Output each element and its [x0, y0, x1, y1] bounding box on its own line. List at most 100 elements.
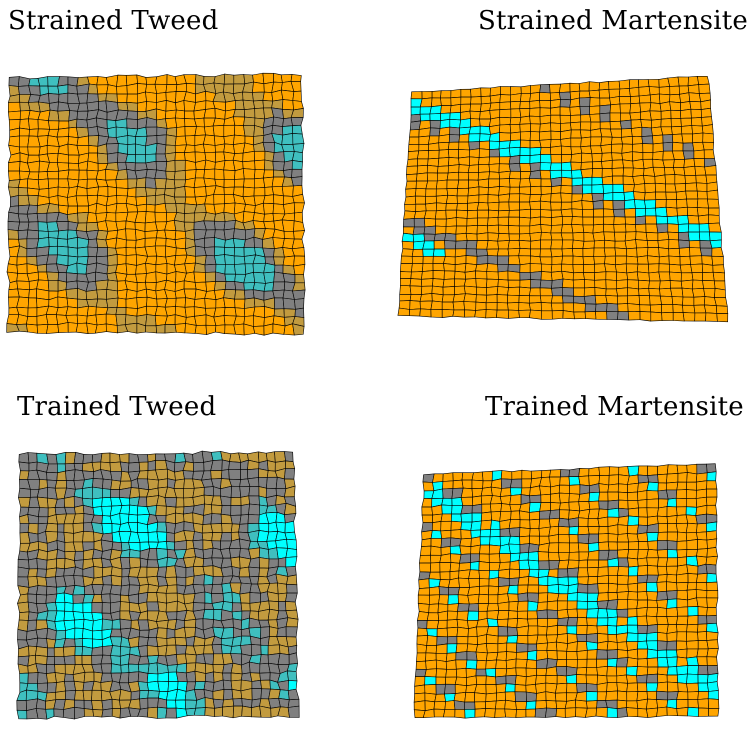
mesh-cell — [657, 649, 668, 659]
mesh-cell — [628, 541, 639, 550]
mesh-cell — [546, 634, 559, 644]
mesh-cell — [657, 640, 668, 651]
mesh-cell — [665, 557, 679, 567]
mesh-cell — [485, 651, 499, 662]
mesh-cell — [567, 583, 579, 595]
mesh-cell — [676, 573, 689, 584]
mesh-cell — [657, 531, 668, 542]
mesh-cell — [606, 640, 618, 651]
mesh-cell — [498, 568, 511, 579]
mesh-cell — [453, 700, 466, 710]
mesh-cell — [537, 625, 548, 636]
mesh-cell — [576, 616, 588, 627]
mesh-cell — [507, 618, 519, 629]
mesh-cell — [607, 566, 620, 576]
mesh-cell — [598, 533, 609, 543]
mesh-cell — [627, 599, 639, 610]
mesh-cell — [555, 641, 569, 652]
mesh-cell — [585, 667, 598, 676]
mesh-cell — [430, 554, 442, 564]
mesh-cell — [559, 509, 570, 520]
mesh-cell — [607, 582, 618, 593]
mesh-cell — [498, 577, 510, 587]
mesh-cell — [499, 495, 512, 505]
mesh-cell — [486, 618, 499, 628]
mesh-cell — [517, 592, 529, 602]
mesh-cell — [556, 650, 568, 661]
mesh-cell — [481, 470, 493, 482]
mesh-cell — [666, 506, 678, 518]
mesh-cell — [539, 510, 551, 520]
mesh-cell — [428, 603, 439, 614]
mesh-cell — [586, 601, 599, 610]
mesh-cell — [514, 674, 527, 686]
mesh-cell — [637, 624, 648, 634]
mesh-cell — [666, 464, 679, 475]
mesh-cell — [546, 641, 558, 652]
mesh-cell — [545, 674, 558, 685]
mesh-cell — [436, 627, 448, 638]
mesh-cell — [586, 658, 598, 668]
mesh-cell — [485, 684, 497, 695]
mesh-cell — [627, 515, 640, 526]
mesh-cell — [646, 624, 658, 634]
mesh-cell — [576, 608, 588, 619]
mesh-cell — [636, 582, 648, 593]
mesh-cell — [656, 574, 668, 583]
mesh-cell — [656, 506, 668, 518]
mesh-cell — [676, 549, 688, 559]
mesh-cell — [686, 623, 699, 633]
mesh-cell — [577, 567, 589, 578]
mesh-cell — [666, 590, 678, 600]
mesh-cell — [424, 676, 437, 686]
mesh-cell — [676, 665, 689, 676]
mesh-cell — [596, 649, 609, 660]
mesh-cell — [646, 582, 658, 593]
mesh-cell — [656, 624, 669, 634]
mesh-cell — [576, 683, 587, 694]
mesh-cell — [647, 540, 658, 551]
mesh-cell — [567, 559, 580, 570]
mesh-cell — [646, 481, 659, 492]
mesh-cell — [525, 659, 538, 669]
mesh-cell — [488, 594, 499, 604]
mesh-cell — [646, 673, 659, 684]
mesh-cell — [696, 572, 708, 583]
mesh-cell — [440, 537, 452, 548]
mesh-cell — [646, 631, 658, 642]
mesh-cell — [467, 610, 480, 621]
mesh-cell — [527, 584, 540, 594]
mesh-cell — [488, 553, 501, 564]
mesh-cell — [521, 478, 533, 489]
mesh-cell — [657, 666, 669, 676]
mesh-cell — [706, 547, 718, 558]
mesh-cell — [696, 463, 708, 475]
mesh-cell — [656, 699, 669, 709]
mesh-cell — [558, 492, 570, 504]
mesh-cell — [435, 683, 446, 695]
mesh-cell — [646, 657, 659, 668]
mesh-cell — [638, 507, 648, 518]
mesh-cell — [566, 600, 578, 610]
mesh-cell — [446, 643, 458, 654]
mesh-cell — [576, 583, 589, 594]
mesh-cell — [706, 639, 719, 650]
mesh-cell — [515, 651, 529, 660]
mesh-cell — [444, 683, 456, 695]
mesh-cell — [697, 563, 708, 575]
mesh-cell — [568, 467, 581, 478]
mesh-cell — [706, 521, 718, 533]
mesh-cell — [568, 542, 580, 553]
mesh-cell — [687, 691, 699, 701]
mesh-cell — [426, 612, 440, 621]
mesh-cell — [686, 548, 698, 558]
mesh-cell — [547, 584, 560, 595]
mesh-cell — [416, 643, 428, 654]
mesh-cell — [568, 476, 581, 486]
mesh-cell — [546, 625, 559, 636]
mesh-cell — [557, 568, 569, 578]
mesh-cell — [585, 641, 599, 651]
mesh-cell — [666, 515, 678, 524]
mesh-cell — [587, 576, 599, 586]
mesh-cell — [587, 533, 599, 545]
